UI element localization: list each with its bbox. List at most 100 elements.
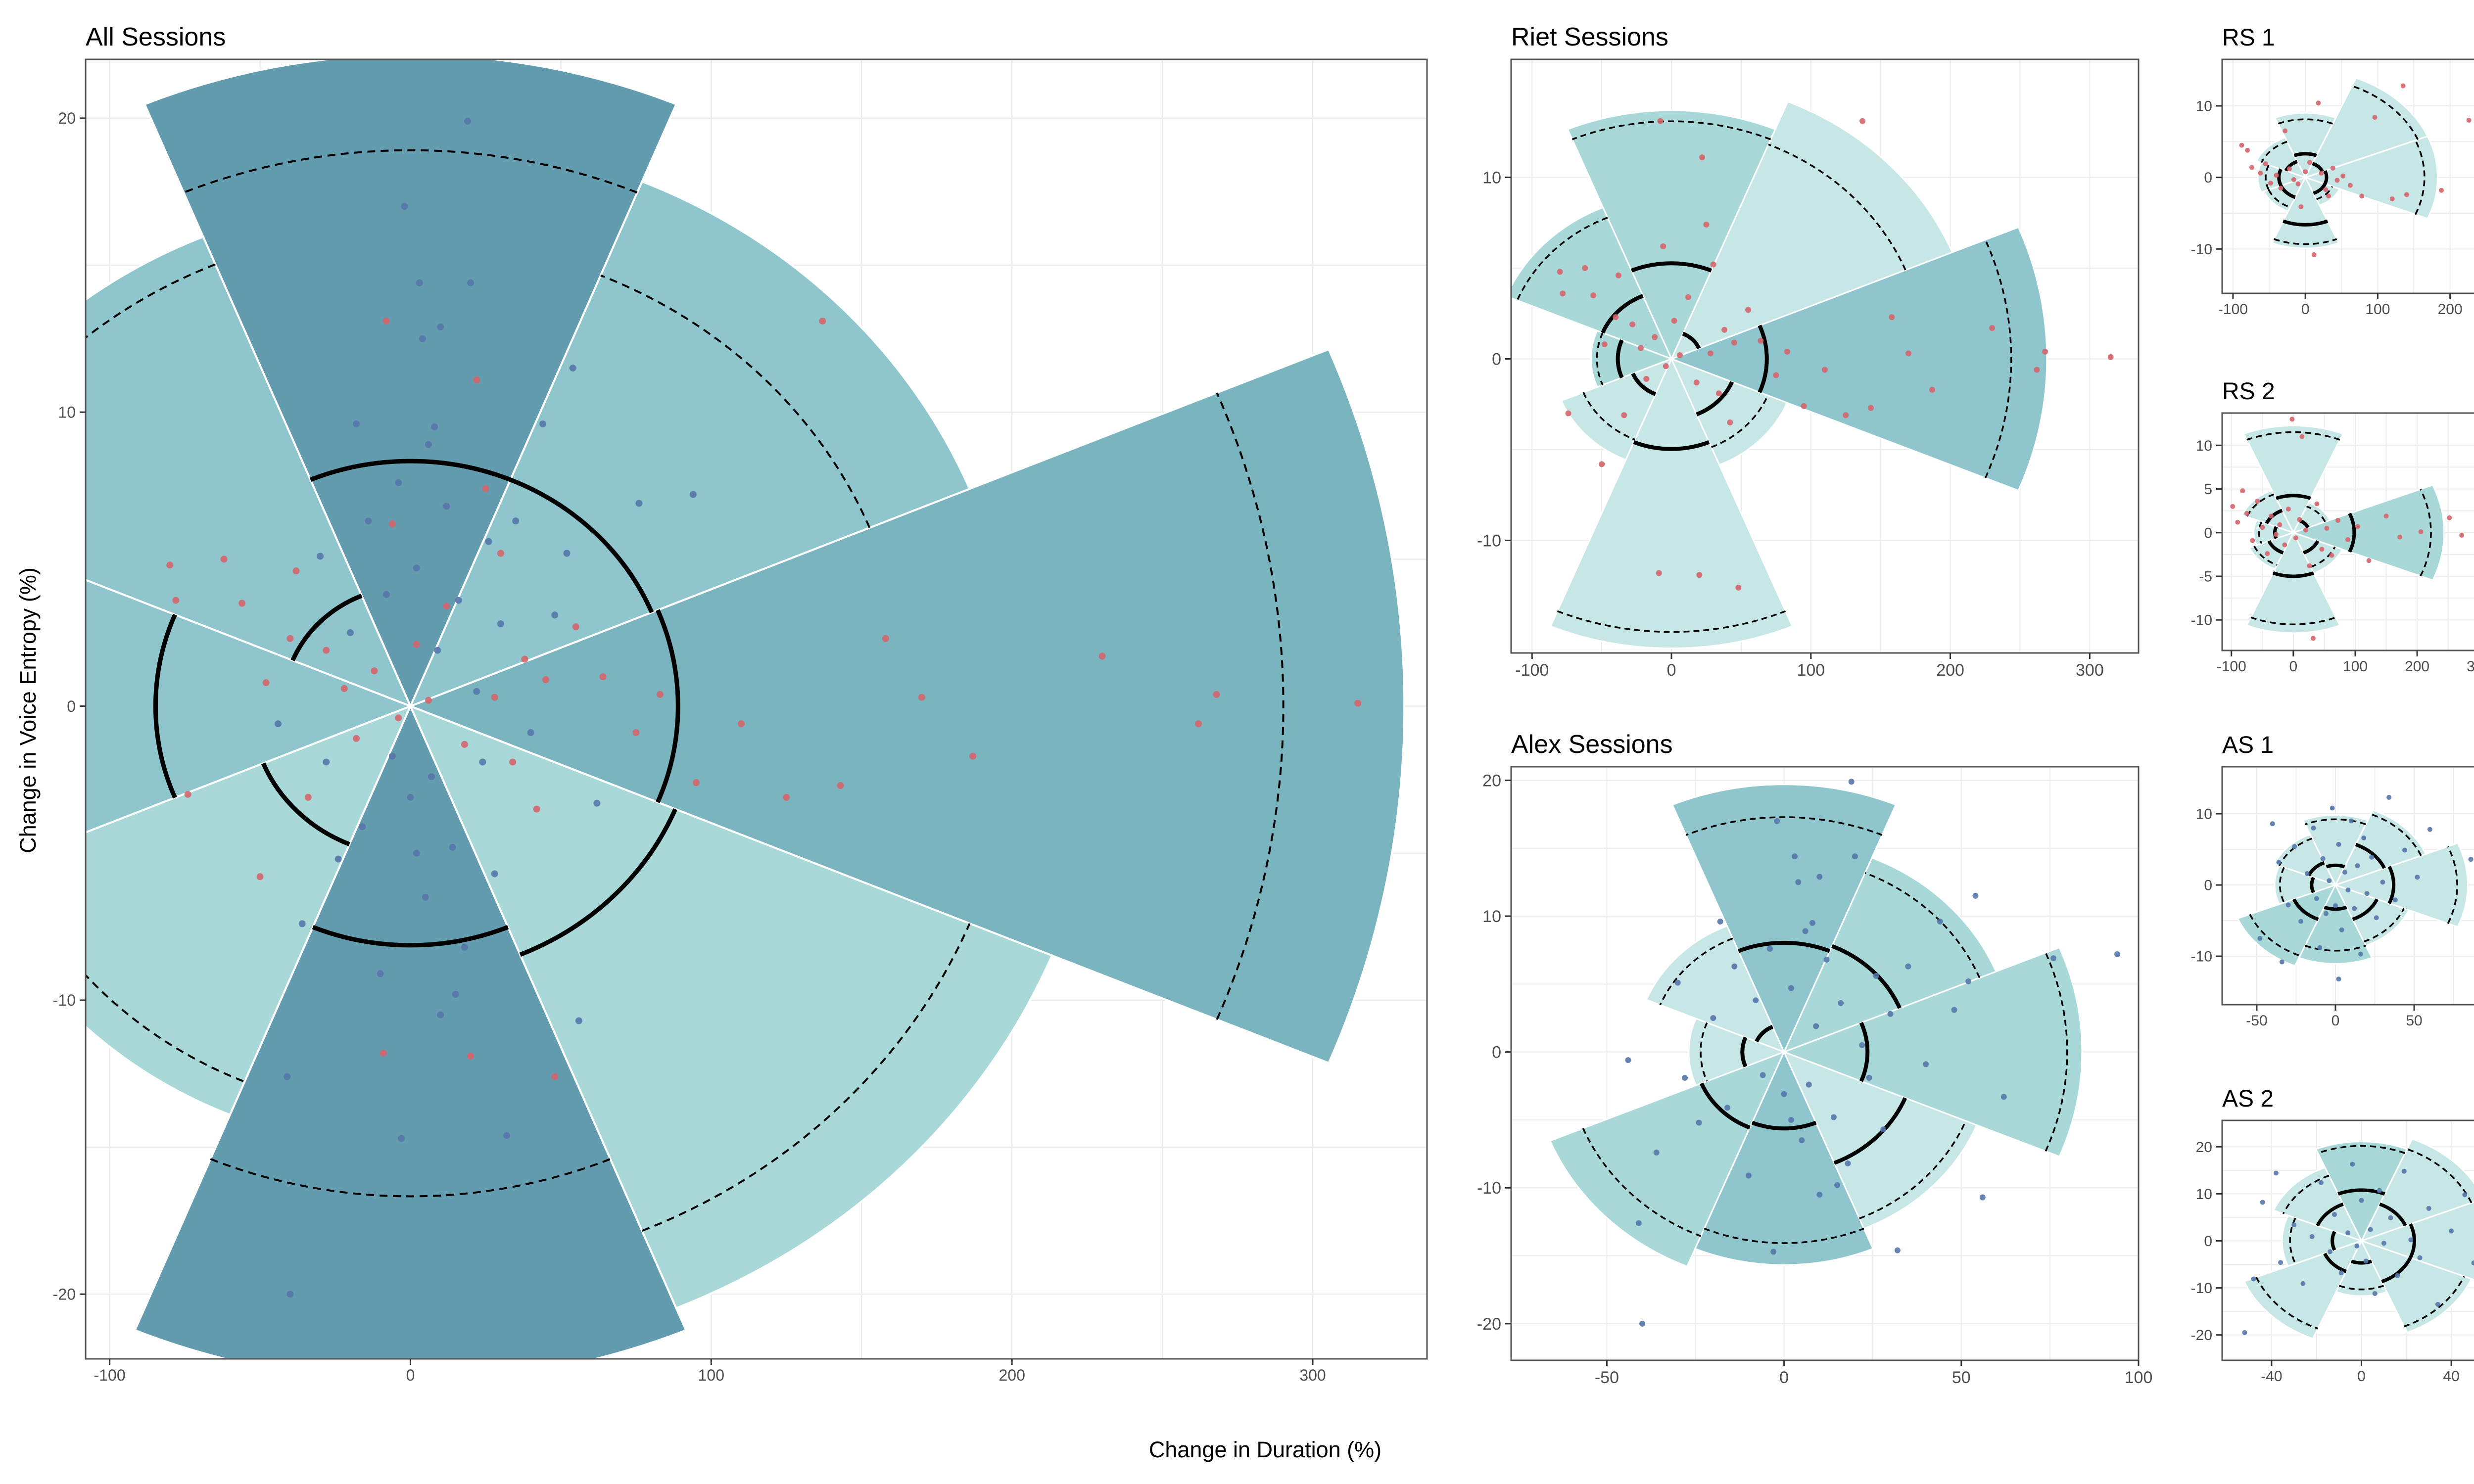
data-point (2334, 178, 2340, 183)
data-point (1557, 269, 1563, 275)
data-point (395, 714, 402, 722)
data-point (527, 729, 534, 737)
wedge-ne (1670, 100, 1953, 361)
wedges (2236, 809, 2469, 967)
outer-arc-ne (1864, 872, 1981, 978)
data-point (2251, 1276, 2256, 1282)
data-point (1601, 341, 1608, 348)
data-point (1929, 386, 1935, 393)
data-point (1788, 1116, 1794, 1123)
outer-arc-se (2310, 546, 2336, 568)
outer-arc-s (2338, 1285, 2384, 1291)
outer-arc-n (2278, 118, 2333, 125)
wedge-e (2303, 135, 2439, 220)
y-tick-label: 0 (1492, 350, 1501, 369)
x-tick-label: 40 (2443, 1368, 2459, 1385)
data-point (1822, 367, 1828, 373)
x-tick-label: 200 (2438, 301, 2463, 318)
data-point (2268, 181, 2273, 186)
data-point (323, 647, 330, 654)
data-point (2285, 507, 2291, 512)
data-point (238, 600, 246, 607)
data-point (2255, 499, 2260, 504)
inner-arc-sw (1631, 372, 1657, 396)
data-point (2303, 527, 2308, 533)
data-point (2309, 1234, 2315, 1239)
data-point (2265, 551, 2270, 556)
data-point (2245, 147, 2250, 153)
wedge-e (407, 348, 1406, 1065)
x-tick-label: 50 (2406, 1013, 2422, 1029)
data-point (365, 517, 372, 525)
outer-arc-n (2317, 1145, 2406, 1154)
data-point (2319, 170, 2324, 176)
data-point (2386, 794, 2392, 800)
outer-arc-n (2246, 431, 2340, 441)
data-point (2381, 1241, 2386, 1246)
data-point (2345, 1230, 2351, 1236)
data-point (2347, 183, 2353, 188)
data-point (1880, 1126, 1887, 1133)
wedge-s (2298, 883, 2373, 965)
wedge-n (143, 59, 678, 709)
data-point (1731, 339, 1737, 346)
panel-border (85, 58, 1428, 1360)
wedge-nw (1645, 925, 1786, 1054)
data-point (2342, 870, 2348, 875)
inner-arc-sw (261, 762, 350, 846)
wedge-e (1669, 226, 2048, 492)
data-point (1710, 261, 1716, 268)
data-point (1859, 118, 1866, 124)
outer-arc-w (2258, 521, 2263, 544)
data-point (1766, 945, 1773, 952)
data-point (2299, 434, 2305, 439)
data-point (2447, 515, 2452, 520)
data-point (1676, 352, 1683, 359)
data-point (184, 790, 191, 798)
data-point (2435, 1301, 2440, 1307)
data-point (2304, 871, 2310, 877)
wedge-sw (2236, 883, 2337, 967)
data-point (1965, 978, 1972, 984)
data-point (2368, 1227, 2373, 1232)
wedge-e (2333, 842, 2469, 928)
data-point (292, 567, 300, 575)
inner-arc-e (1758, 325, 1769, 393)
outer-arc-nw (86, 263, 216, 339)
data-point (1989, 325, 1996, 331)
data-point (2358, 951, 2363, 957)
data-point (1799, 1137, 1805, 1144)
data-point (2364, 891, 2370, 896)
axes: -50 0 50 100 -20 -10 0 10 20 (1477, 771, 2153, 1387)
inner-arc-nw (290, 594, 363, 661)
data-point (416, 279, 423, 286)
wedge-e (2291, 484, 2445, 581)
data-point (1685, 294, 1691, 300)
data-point (2268, 513, 2274, 519)
outer-arc-w (2279, 867, 2285, 903)
data-point (2389, 196, 2395, 202)
data-point (1889, 314, 1895, 321)
y-tick-label: -10 (2191, 949, 2212, 965)
outer-arc-nw (1516, 217, 1608, 301)
y-tick-label: 0 (2204, 525, 2212, 541)
data-point (2314, 501, 2320, 507)
data-point (1098, 652, 1106, 660)
wedge-ne (2304, 77, 2429, 179)
data-point (2401, 1168, 2407, 1174)
data-point (467, 279, 475, 286)
data-point (1657, 118, 1664, 124)
data-point (353, 735, 360, 742)
outer-arc-e (2447, 846, 2458, 924)
data-point (1354, 699, 1362, 707)
outer-arc-nw (1659, 937, 1733, 1006)
y-tick-label: 10 (1482, 907, 1501, 926)
outer-arc-ne (2351, 85, 2419, 140)
data-point (1784, 348, 1790, 355)
data-point (1582, 265, 1588, 272)
y-tick-label: -10 (2191, 1280, 2212, 1297)
data-point (1788, 985, 1794, 991)
x-tick-label: 200 (1936, 661, 1964, 680)
inner-arc-e (2323, 170, 2329, 185)
panel-title: RS 2 (2222, 378, 2275, 405)
